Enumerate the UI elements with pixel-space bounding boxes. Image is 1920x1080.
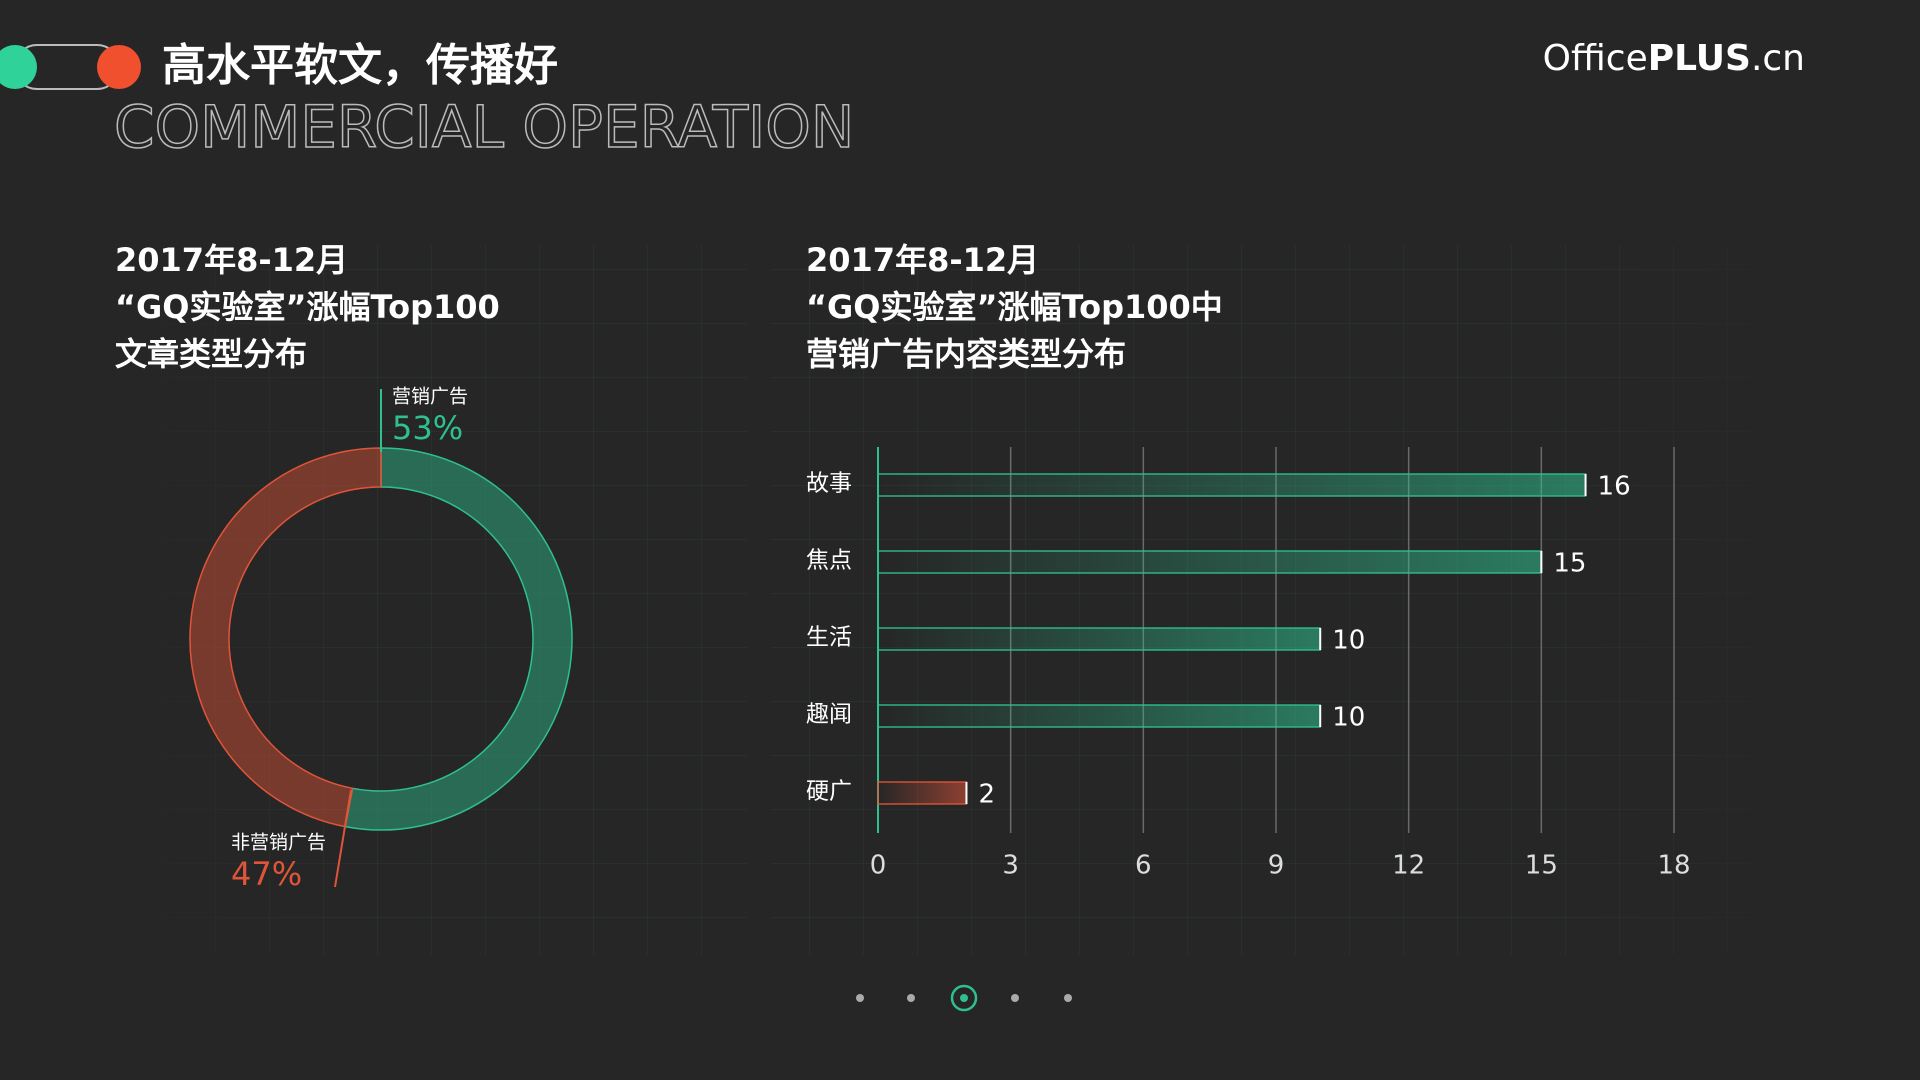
grid-panel [86,245,747,955]
donut-segment [344,447,573,831]
category-label: 非营销广告 [231,832,326,854]
page-dot-active[interactable] [950,984,978,1012]
grid-panel [771,245,1837,955]
page-dot[interactable] [1064,994,1072,1002]
chart-title: 文章类型分布 [115,335,307,373]
page-dot[interactable] [907,994,915,1002]
value-label: 10 [1332,626,1365,656]
category-label: 硬广 [806,779,852,805]
bar [877,704,1321,728]
page-dot[interactable] [1011,994,1019,1002]
header-subtitle: COMMERCIAL OPERATION [114,93,854,161]
donut-segment [189,447,382,828]
category-label: 焦点 [806,548,852,574]
chart-title: 2017年8-12月 [115,241,348,279]
leader-line [334,789,352,888]
page-dot-active-center [960,994,968,1002]
x-tick-label: 9 [1268,851,1285,881]
toggle-dot [97,45,141,89]
chart-title: “GQ实验室”涨幅Top100中 [806,288,1223,326]
x-tick-label: 3 [1002,851,1019,881]
bar [877,781,968,805]
category-label: 趣闻 [806,702,852,728]
category-label: 生活 [806,625,852,651]
bar [877,473,1587,497]
header-title: 高水平软文，传播好 [162,40,558,91]
brand: OfficePLUS.cn [1543,38,1805,79]
value-label: 47% [231,855,302,893]
value-label: 53% [392,409,463,447]
category-label: 营销广告 [392,386,468,408]
chart-title: 2017年8-12月 [806,241,1039,279]
value-label: 15 [1553,549,1586,579]
value-label: 2 [978,780,995,810]
bar [877,627,1321,651]
x-tick-label: 12 [1392,851,1425,881]
x-tick-label: 0 [870,851,887,881]
brand-part: PLUS [1648,38,1751,79]
x-tick-label: 15 [1525,851,1558,881]
chart-title: “GQ实验室”涨幅Top100 [115,288,500,326]
page-dot[interactable] [856,994,864,1002]
category-label: 故事 [806,471,852,497]
bar [877,550,1543,574]
x-tick-label: 18 [1657,851,1690,881]
value-label: 16 [1598,472,1631,502]
toggle-dot [0,45,37,89]
value-label: 10 [1332,703,1365,733]
x-tick-label: 6 [1135,851,1152,881]
brand-part: .cn [1751,38,1805,79]
chart-title: 营销广告内容类型分布 [806,335,1126,373]
brand-part: Office [1543,38,1648,79]
